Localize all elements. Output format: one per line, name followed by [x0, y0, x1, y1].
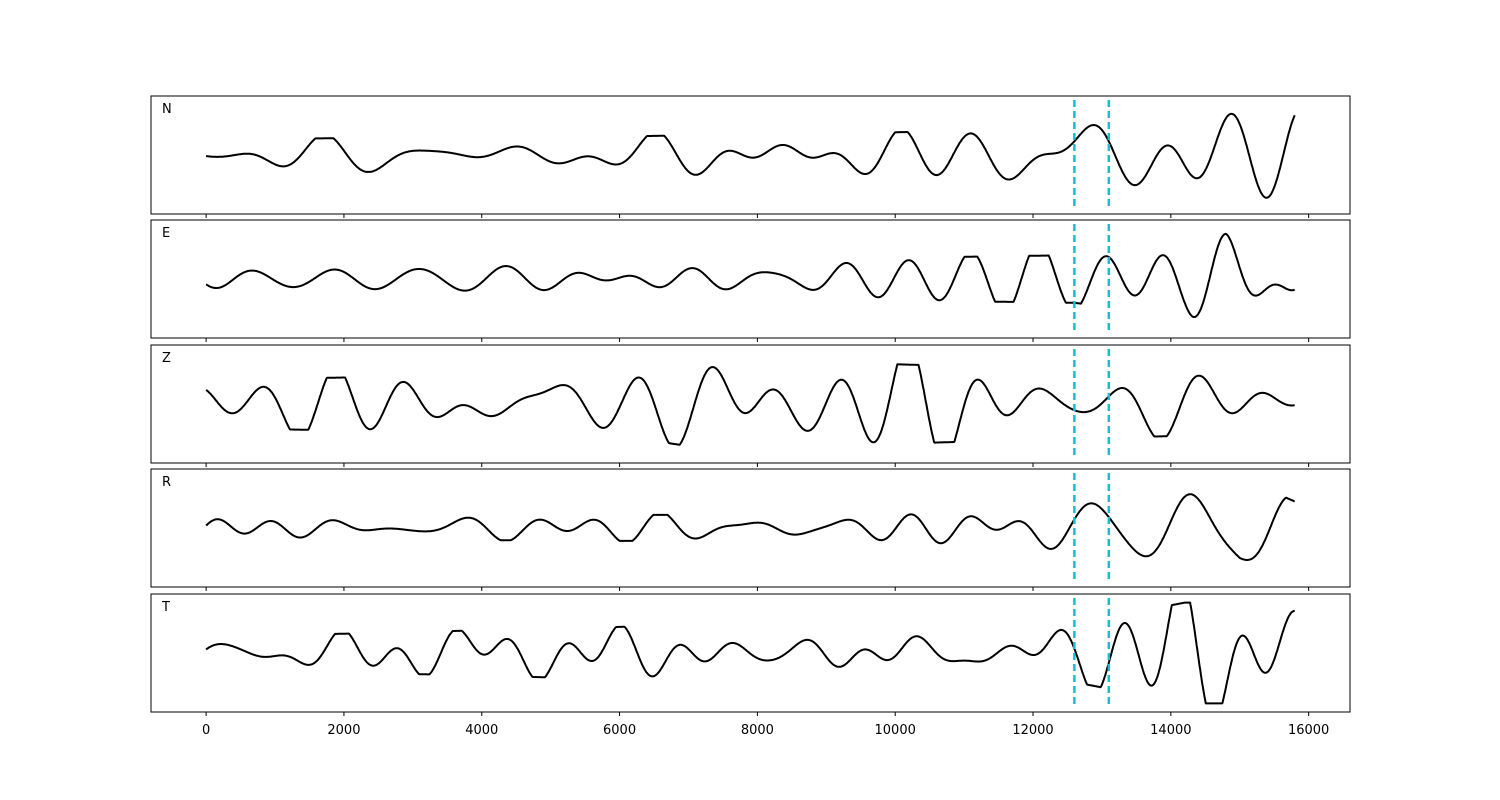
panel-z: Z: [150, 344, 1351, 467]
waveform-r: [205, 493, 1296, 561]
panel-frame: [150, 219, 1351, 339]
panel-label: N: [162, 102, 172, 117]
panel-label: E: [162, 226, 170, 241]
x-tick-label: 16000: [1288, 723, 1329, 738]
panel-frame: [150, 468, 1351, 588]
x-tick-label: 2000: [327, 723, 360, 738]
x-tick-label: 0: [202, 723, 210, 738]
x-tick-label: 12000: [1012, 723, 1053, 738]
waveform-z: [205, 363, 1296, 446]
panel-n: N: [150, 95, 1351, 218]
panel-frame: [150, 593, 1351, 713]
panel-e: E: [150, 219, 1351, 342]
x-tick-label: 14000: [1150, 723, 1191, 738]
panel-t: T: [150, 593, 1351, 716]
waveform-e: [205, 232, 1296, 318]
waveform-n: [205, 112, 1296, 199]
x-tick-label: 4000: [465, 723, 498, 738]
x-tick-label: 10000: [875, 723, 916, 738]
x-tick-label: 6000: [603, 723, 636, 738]
panels-group: N E Z R T: [150, 95, 1351, 716]
panel-label: T: [161, 600, 170, 615]
x-axis: 0 2000 4000 6000 8000 10000 12000 14000 16000: [202, 723, 1329, 738]
panel-label: Z: [162, 351, 171, 366]
waveform-t: [205, 601, 1296, 705]
x-tick-label: 8000: [741, 723, 774, 738]
panel-frame: [150, 95, 1351, 215]
panel-frame: [150, 344, 1351, 464]
panel-label: R: [162, 475, 171, 490]
panel-r: R: [150, 468, 1351, 591]
